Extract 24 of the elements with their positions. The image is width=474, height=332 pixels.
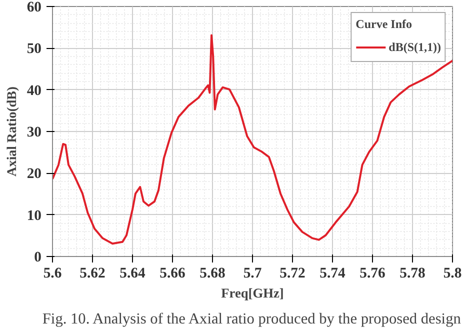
legend-title: Curve Info <box>356 17 413 32</box>
y-tick-label: 60 <box>26 0 42 16</box>
y-tick-label: 30 <box>26 124 42 140</box>
x-tick-label: 5.78 <box>400 266 426 282</box>
x-tick-label: 5.62 <box>80 266 106 282</box>
x-axis-title: Freq[GHz] <box>221 286 284 300</box>
y-tick-label: 50 <box>26 41 42 58</box>
x-tick-label: 5.8 <box>443 266 462 282</box>
y-tick-label: 0 <box>34 250 42 266</box>
x-tick-label: 5.6 <box>43 266 62 282</box>
y-axis-title: Axial Ratio(dB) <box>4 86 19 176</box>
x-tick-label: 5.76 <box>360 266 386 282</box>
y-tick-label: 20 <box>26 166 42 182</box>
caption: Fig. 10. Analysis of the Axial ratio produced by the proposed design <box>42 310 462 328</box>
y-tick-label: 10 <box>26 208 42 224</box>
x-tick-label: 5.74 <box>320 266 346 282</box>
x-tick-label: 5.68 <box>200 266 226 282</box>
x-tick-label: 5.7 <box>243 266 262 282</box>
x-tick-label: 5.66 <box>160 266 186 282</box>
legend-label: dB(S(1,1)) <box>388 40 441 54</box>
line-series <box>52 34 452 245</box>
x-tick-label: 5.72 <box>280 266 306 282</box>
y-tick-label: 40 <box>26 82 42 99</box>
x-tick-label: 5.64 <box>120 266 146 282</box>
